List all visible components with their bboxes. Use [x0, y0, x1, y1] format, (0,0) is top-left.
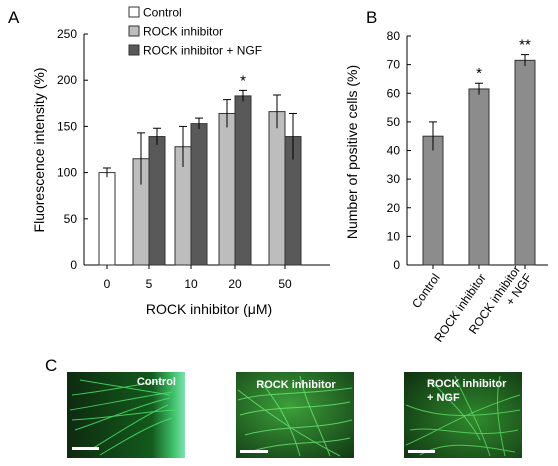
chart-a-legend-label: ROCK inhibitor — [143, 25, 223, 39]
micrograph-caption-rock-inhibitor-ngf-line1: ROCK inhibitor — [427, 378, 507, 390]
chart-a-xtick-label: 50 — [278, 277, 292, 291]
chart-a-bar — [268, 111, 286, 266]
panel-label-c: C — [45, 356, 57, 375]
chart-a-bar — [234, 95, 252, 266]
panel-label-a: A — [8, 8, 20, 27]
chart-b-ytick-label: 60 — [387, 86, 401, 100]
chart-a-bar — [98, 172, 116, 266]
chart-b-ytick-label: 0 — [393, 258, 400, 272]
chart-a-legend: Control ROCK inhibitor ROCK inhibitor + NG… — [128, 6, 262, 58]
chart-a-significance-mark: * — [240, 72, 246, 89]
micrograph-caption-rock-inhibitor-ngf-line2: + NGF — [427, 392, 460, 404]
chart-a-ytick-label: 150 — [57, 119, 77, 133]
chart-b: Number of positive cells (%) 0 10 20 30 40 50… — [344, 29, 548, 345]
chart-a-x-label: ROCK inhibitor (μM) — [146, 301, 272, 317]
chart-a-ytick-label: 0 — [70, 258, 77, 272]
chart-a-xtick-label: 10 — [184, 277, 198, 291]
panel-label-b: B — [366, 8, 377, 27]
chart-a-ytick-label: 100 — [57, 166, 77, 180]
chart-b-significance-mark: ** — [519, 37, 531, 54]
chart-b-ytick-label: 50 — [387, 115, 401, 129]
chart-a-bar — [190, 123, 208, 266]
chart-a-legend-swatch — [128, 6, 140, 18]
micrograph-row: Control ROCK inhibitor — [67, 372, 522, 458]
chart-a-legend-swatch — [128, 25, 140, 37]
chart-a-legend-label: Control — [143, 6, 182, 20]
chart-b-ytick-label: 70 — [387, 58, 401, 72]
chart-a-xtick-label: 0 — [104, 277, 111, 291]
chart-b-bar — [514, 59, 536, 266]
chart-a-ytick-label: 50 — [64, 212, 78, 226]
chart-b-ytick-label: 20 — [387, 201, 401, 215]
chart-a-legend-label: ROCK inhibitor + NGF — [143, 44, 262, 58]
chart-a: Fluorescence intensity (%) ROCK inhibito… — [31, 6, 330, 317]
chart-a-y-label: Fluorescence intensity (%) — [31, 68, 47, 233]
chart-a-bar — [218, 112, 236, 266]
chart-a-xtick-label: 20 — [228, 277, 242, 291]
micrograph-rock-inhibitor: ROCK inhibitor — [236, 372, 354, 458]
micrograph-caption-control: Control — [137, 376, 176, 388]
chart-b-bar — [468, 88, 490, 266]
chart-a-xtick-label: 5 — [146, 277, 153, 291]
micrograph-rock-inhibitor-ngf: ROCK inhibitor + NGF — [404, 372, 522, 458]
chart-b-bar — [422, 135, 444, 266]
chart-b-ytick-label: 30 — [387, 172, 401, 186]
micrograph-caption-rock-inhibitor: ROCK inhibitor — [256, 379, 336, 391]
chart-b-xtick-label: Control — [409, 271, 443, 311]
micrograph-control: Control — [67, 372, 185, 458]
chart-a-ytick-label: 200 — [57, 73, 77, 87]
chart-a-ytick-label: 250 — [57, 27, 77, 41]
chart-b-ytick-label: 10 — [387, 229, 401, 243]
chart-a-bar — [148, 136, 166, 266]
chart-b-xtick-label-group: Control — [409, 271, 443, 311]
chart-b-ytick-label: 80 — [387, 29, 401, 43]
chart-a-legend-swatch — [128, 44, 140, 56]
chart-b-ytick-label: 40 — [387, 144, 401, 158]
chart-b-y-label: Number of positive cells (%) — [344, 65, 360, 239]
chart-b-significance-mark: * — [476, 65, 482, 82]
